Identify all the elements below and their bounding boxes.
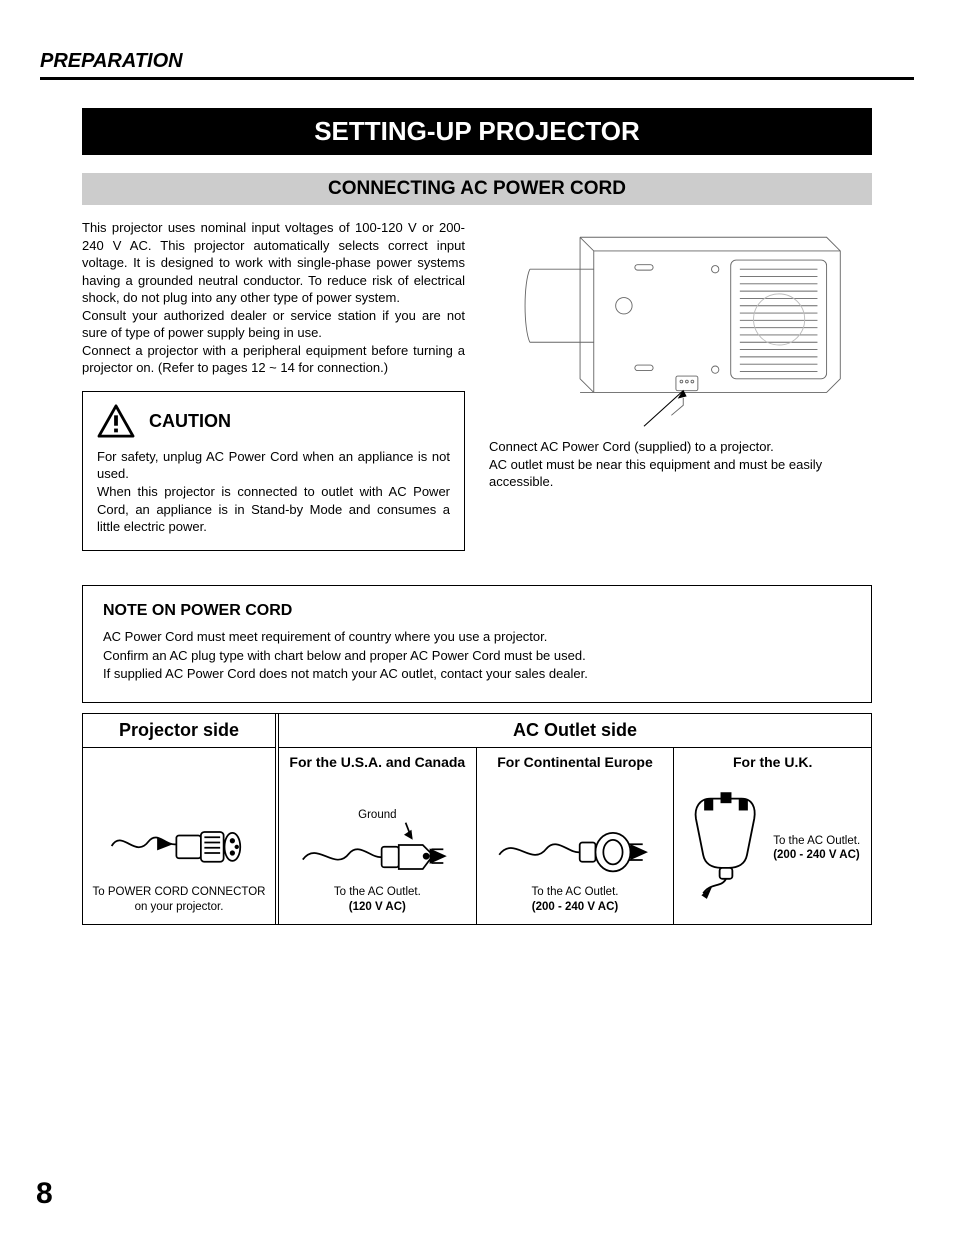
intro-left: This projector uses nominal input voltag… [82, 219, 465, 551]
usa-cap-l2: (120 V AC) [349, 901, 406, 913]
uk-plug-area: To the AC Outlet. (200 - 240 V AC) [674, 772, 871, 924]
caution-head: CAUTION [97, 404, 450, 438]
col-projector: Projector side To POWER CORD CONNECTOR o… [83, 714, 279, 924]
note-l3: If supplied AC Power Cord does not match… [103, 665, 851, 684]
cell-usa: For the U.S.A. and Canada Ground [279, 748, 476, 924]
eu-cap-l2: (200 - 240 V AC) [532, 901, 619, 913]
ground-label: Ground [358, 809, 396, 821]
caution-box: CAUTION For safety, unplug AC Power Cord… [82, 391, 465, 551]
intro-columns: This projector uses nominal input voltag… [82, 219, 872, 551]
eu-header: For Continental Europe [477, 748, 674, 772]
uk-cap-l2: (200 - 240 V AC) [773, 849, 860, 861]
warning-triangle-icon [97, 404, 135, 438]
usa-cap-l1: To the AC Outlet. [334, 886, 421, 898]
projector-header: Projector side [83, 714, 275, 748]
intro-p3: Connect a projector with a peripheral eq… [82, 342, 465, 377]
note-l1: AC Power Cord must meet requirement of c… [103, 628, 851, 647]
note-title: NOTE ON POWER CORD [103, 602, 851, 620]
outlet-sub: For the U.S.A. and Canada Ground [279, 748, 871, 924]
uk-plug-caption: To the AC Outlet. (200 - 240 V AC) [773, 834, 860, 863]
right-caption-l2: AC outlet must be near this equipment an… [489, 456, 872, 491]
caution-body: For safety, unplug AC Power Cord when an… [97, 448, 450, 536]
projector-plug-area: To POWER CORD CONNECTOR on your projecto… [83, 748, 275, 924]
projector-plug-caption: To POWER CORD CONNECTOR on your projecto… [91, 885, 267, 914]
main-title: SETTING-UP PROJECTOR [82, 108, 872, 155]
caution-title: CAUTION [149, 409, 231, 433]
note-body: AC Power Cord must meet requirement of c… [103, 628, 851, 685]
intro-p1: This projector uses nominal input voltag… [82, 219, 465, 307]
outlet-header: AC Outlet side [279, 714, 871, 748]
cell-eu: For Continental Europe [476, 748, 674, 924]
intro-p2: Consult your authorized dealer or servic… [82, 307, 465, 342]
projector-plug-icon [91, 811, 267, 881]
page-number: 8 [36, 1177, 53, 1211]
usa-plug-area: Ground [279, 772, 476, 924]
section-header: PREPARATION [40, 50, 914, 80]
cell-uk: For the U.K. To t [673, 748, 871, 924]
eu-plug-icon [485, 811, 666, 881]
note-box: NOTE ON POWER CORD AC Power Cord must me… [82, 585, 872, 704]
col-outlet: AC Outlet side For the U.S.A. and Canada… [279, 714, 871, 924]
right-caption-l1: Connect AC Power Cord (supplied) to a pr… [489, 438, 872, 456]
usa-header: For the U.S.A. and Canada [279, 748, 476, 772]
eu-plug-area: To the AC Outlet. (200 - 240 V AC) [477, 772, 674, 924]
eu-plug-caption: To the AC Outlet. (200 - 240 V AC) [532, 885, 619, 914]
sub-title: CONNECTING AC POWER CORD [82, 173, 872, 205]
uk-cap-l1: To the AC Outlet. [773, 835, 860, 847]
caution-p2: When this projector is connected to outl… [97, 483, 450, 536]
usa-plug-icon [287, 821, 468, 881]
uk-header: For the U.K. [674, 748, 871, 772]
cord-table: Projector side To POWER CORD CONNECTOR o… [82, 713, 872, 925]
usa-plug-caption: To the AC Outlet. (120 V AC) [334, 885, 421, 914]
caution-p1: For safety, unplug AC Power Cord when an… [97, 448, 450, 483]
uk-plug-icon [685, 791, 767, 901]
intro-right: Connect AC Power Cord (supplied) to a pr… [489, 219, 872, 551]
eu-cap-l1: To the AC Outlet. [532, 886, 619, 898]
projector-illustration [489, 219, 872, 429]
note-l2: Confirm an AC plug type with chart below… [103, 647, 851, 666]
projector-caption: Connect AC Power Cord (supplied) to a pr… [489, 438, 872, 491]
